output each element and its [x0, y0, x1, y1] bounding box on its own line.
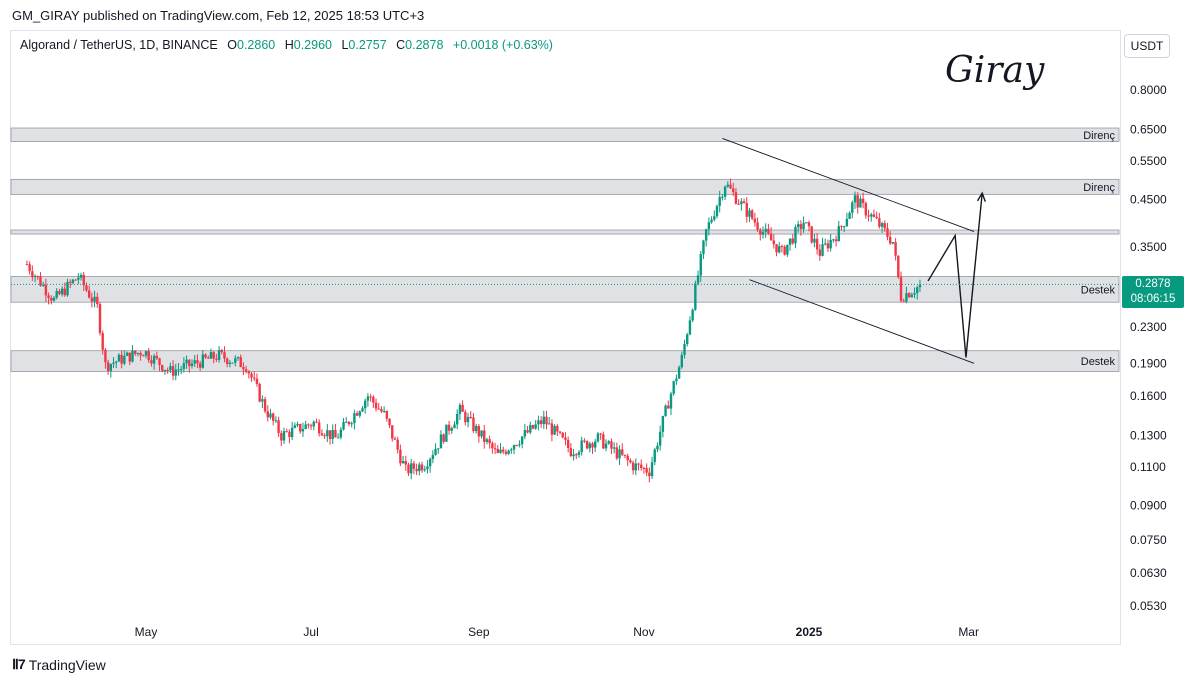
last-price: 0.2878	[1135, 278, 1171, 290]
y-tick-10: 0.0900	[1130, 498, 1167, 512]
chart-frame	[10, 30, 1120, 645]
y-tick-0: 0.8000	[1130, 83, 1167, 97]
y-tick-8: 0.1300	[1130, 428, 1167, 442]
low-label: L	[341, 38, 349, 52]
brand-name: TradingView	[28, 656, 106, 673]
close-value: 0.2878	[405, 38, 444, 52]
symbol-title[interactable]: Algorand / TetherUS, 1D, BINANCE	[20, 38, 218, 52]
y-tick-5: 0.2300	[1130, 320, 1167, 334]
y-tick-6: 0.1900	[1130, 356, 1167, 370]
open-label: O	[227, 38, 237, 52]
price-axis: 0.8000 0.6500 0.5500 0.4500 0.3500 0.2300 0.19…	[1130, 83, 1167, 613]
open-value: 0.2860	[237, 38, 276, 52]
footer-brand[interactable]: Ⅱ7 TradingView	[12, 656, 106, 673]
price-axis-separator	[1120, 30, 1121, 645]
low-value: 0.2757	[348, 38, 387, 52]
y-tick-4: 0.3500	[1130, 240, 1167, 254]
close-label: C	[396, 38, 406, 52]
published-info: GM_GIRAY published on TradingView.com, F…	[12, 8, 425, 23]
y-tick-9: 0.1100	[1130, 460, 1166, 474]
y-tick-11: 0.0750	[1130, 533, 1167, 547]
y-tick-12: 0.0630	[1130, 566, 1167, 580]
currency-button[interactable]: USDT	[1124, 34, 1170, 58]
y-tick-2: 0.5500	[1130, 154, 1167, 168]
tradingview-logo-icon: Ⅱ7	[12, 656, 26, 672]
high-value: 0.2960	[293, 38, 332, 52]
y-tick-13: 0.0530	[1130, 599, 1167, 613]
bar-countdown: 08:06:15	[1130, 293, 1176, 305]
y-tick-1: 0.6500	[1130, 122, 1167, 136]
y-tick-3: 0.4500	[1130, 192, 1167, 206]
y-tick-7: 0.1600	[1130, 389, 1167, 403]
change-value: +0.0018 (+0.63%)	[452, 38, 553, 52]
high-label: H	[284, 38, 294, 52]
ohlc-legend: Algorand / TetherUS, 1D, BINANCE O0.2860…	[20, 38, 553, 52]
last-price-tag: 0.2878 08:06:15	[1122, 276, 1184, 308]
